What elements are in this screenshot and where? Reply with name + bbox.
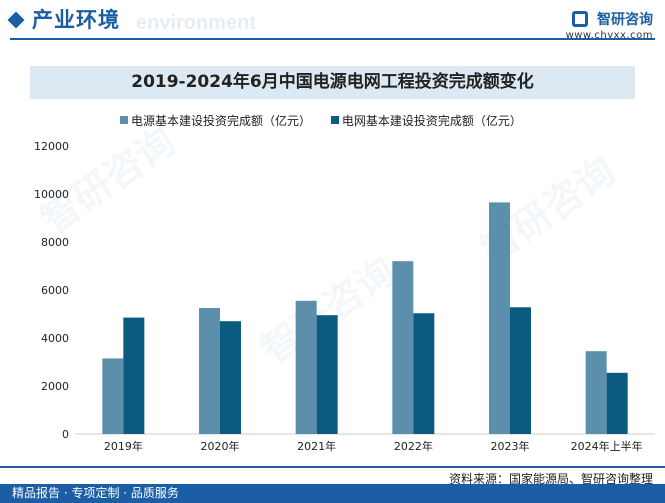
y-tick-label: 6000 [41, 284, 69, 297]
bar-power-grid [220, 321, 241, 434]
y-tick-label: 0 [62, 428, 69, 441]
y-tick-label: 12000 [34, 140, 69, 153]
bar-power-source [392, 261, 414, 434]
legend-swatch-power-grid [330, 116, 339, 124]
footer-tagline: 精品报告 · 专项定制 · 品质服务 [12, 486, 179, 500]
legend-item-power-source: 电源基本建设投资完成额（亿元） [120, 112, 311, 129]
brand-url[interactable]: www.chyxx.com [565, 29, 653, 41]
legend-swatch-power-source [120, 116, 128, 124]
page-footer: 资料来源：国家能源局、智研咨询整理 精品报告 · 专项定制 · 品质服务 [0, 466, 665, 503]
x-tick-label: 2023年 [491, 439, 530, 453]
footer-bar: 精品报告 · 专项定制 · 品质服务 [0, 484, 665, 503]
bar-power-source [489, 202, 510, 434]
header-divider [10, 38, 655, 40]
bar-power-grid [413, 313, 435, 434]
section-subtitle: environment [136, 12, 257, 34]
bar-power-source [585, 351, 607, 434]
x-tick-label: 2022年 [394, 439, 433, 453]
section-title: 产业环境 [32, 8, 120, 32]
y-tick-label: 2000 [41, 380, 69, 393]
bar-power-grid [316, 315, 338, 434]
y-tick-label: 4000 [41, 332, 69, 345]
brand-name: 智研咨询 [597, 11, 653, 28]
bar-power-source [295, 300, 317, 434]
legend-label: 电网基本建设投资完成额（亿元） [341, 114, 522, 128]
y-tick-label: 8000 [41, 236, 69, 249]
bar-power-source [199, 308, 220, 434]
brand: 智研咨询 www.chyxx.com [566, 8, 653, 41]
bar-power-grid [123, 317, 145, 434]
bar-power-grid [606, 372, 628, 434]
data-source: 资料来源：国家能源局、智研咨询整理 [448, 472, 653, 486]
bar-power-source [102, 358, 124, 434]
y-tick-label: 10000 [34, 188, 69, 201]
brand-logo-icon [571, 10, 588, 27]
legend-label: 电源基本建设投资完成额（亿元） [131, 114, 312, 128]
footer-divider [0, 466, 665, 468]
page-header: 产业环境 environment 智研咨询 www.chyxx.com [0, 0, 665, 46]
chart-title-band: 2019-2024年6月中国电源电网工程投资完成额变化 [30, 66, 635, 99]
x-tick-label: 2019年 [104, 439, 143, 453]
x-tick-label: 2024年上半年 [571, 439, 643, 453]
x-tick-label: 2020年 [201, 439, 240, 453]
legend-item-power-grid: 电网基本建设投资完成额（亿元） [330, 112, 522, 129]
chart-title: 2019-2024年6月中国电源电网工程投资完成额变化 [131, 72, 534, 92]
x-tick-label: 2021年 [297, 439, 336, 453]
chart-legend: 电源基本建设投资完成额（亿元） 电网基本建设投资完成额（亿元） [120, 112, 538, 129]
bar-power-grid [510, 307, 531, 434]
